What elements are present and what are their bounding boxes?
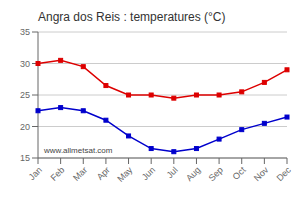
svg-text:Dec: Dec bbox=[275, 165, 294, 184]
svg-text:May: May bbox=[115, 165, 134, 184]
svg-text:30: 30 bbox=[20, 59, 30, 69]
svg-text:Nov: Nov bbox=[252, 165, 271, 184]
svg-text:Mar: Mar bbox=[71, 165, 89, 183]
svg-text:Jan: Jan bbox=[27, 165, 44, 182]
svg-text:Jun: Jun bbox=[140, 165, 157, 182]
html-text:Angra dos Reis : temperatures: Angra dos Reis : temperatures (°C) bbox=[38, 10, 226, 24]
svg-text:Oct: Oct bbox=[231, 165, 248, 182]
svg-text:35: 35 bbox=[20, 27, 30, 37]
svg-text:Aug: Aug bbox=[184, 165, 202, 183]
svg-text:15: 15 bbox=[20, 153, 30, 163]
svg-text:Feb: Feb bbox=[49, 165, 67, 183]
svg-text:Apr: Apr bbox=[95, 165, 112, 182]
svg-text:20: 20 bbox=[20, 122, 30, 132]
html-text:www.allmetsat.com: www.allmetsat.com bbox=[44, 146, 113, 155]
svg-text:25: 25 bbox=[20, 90, 30, 100]
svg-text:Sep: Sep bbox=[207, 165, 225, 183]
svg-text:Jul: Jul bbox=[165, 165, 180, 180]
